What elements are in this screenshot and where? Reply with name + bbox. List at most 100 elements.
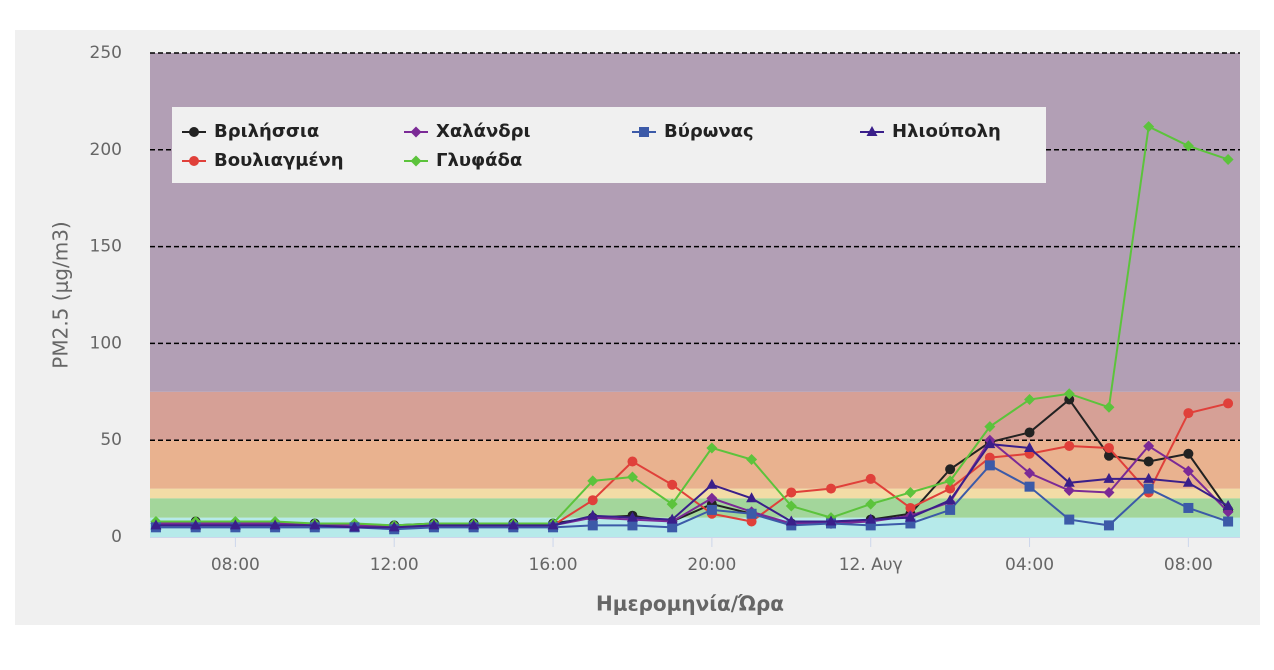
y-tick-label: 150 [90, 237, 122, 257]
point [1143, 456, 1154, 467]
x-tick-label: 12:00 [370, 555, 419, 575]
point [865, 513, 877, 524]
point [1103, 472, 1115, 483]
legend-label: Βύρωνας [664, 121, 754, 142]
legend-label: Βουλιαγμένη [214, 150, 344, 171]
point [627, 520, 638, 531]
point [945, 504, 956, 515]
point [1064, 514, 1075, 525]
point [269, 519, 281, 530]
legend-marker [639, 127, 649, 137]
point [468, 519, 480, 530]
point [507, 519, 519, 530]
point [626, 471, 638, 483]
point [1103, 486, 1115, 498]
point [1143, 440, 1155, 452]
legend-label: Ηλιούπολη [892, 121, 1001, 142]
point [1143, 483, 1154, 494]
point [1063, 388, 1075, 400]
point [1063, 485, 1075, 497]
point [1183, 448, 1194, 459]
point [1182, 476, 1194, 487]
point [945, 483, 956, 494]
point [1222, 153, 1234, 165]
point [1103, 442, 1114, 453]
point [1182, 140, 1194, 152]
series-line [155, 443, 1229, 529]
point [944, 494, 956, 505]
point [944, 475, 956, 487]
point [1183, 408, 1194, 419]
plot-band [150, 53, 1240, 392]
y-tick-label: 250 [90, 43, 122, 63]
x-axis-title: Ημερομηνία/Ώρα [596, 592, 784, 616]
point [666, 498, 678, 510]
legend-item: Γλυφάδα [404, 150, 522, 171]
point [547, 519, 559, 530]
point [746, 492, 758, 503]
legend-marker [410, 126, 422, 138]
point [348, 521, 360, 532]
point [1143, 121, 1155, 133]
point [1024, 427, 1035, 438]
point [984, 421, 996, 433]
point [1222, 500, 1234, 511]
point [786, 487, 797, 498]
legend-item: Ηλιούπολη [860, 121, 1001, 142]
point [150, 519, 162, 530]
point [1063, 476, 1075, 487]
point [984, 438, 996, 449]
y-tick-label: 50 [100, 430, 122, 450]
legend-box [172, 107, 1046, 183]
y-tick-label: 100 [90, 333, 122, 353]
point [865, 520, 876, 531]
legend-label: Βριλήσσια [214, 121, 319, 142]
point [865, 498, 877, 510]
legend-item: Βριλήσσια [182, 121, 319, 142]
y-tick-label: 0 [111, 527, 122, 547]
point [1024, 441, 1036, 452]
x-tick-label: 08:00 [211, 555, 260, 575]
point [1024, 394, 1036, 406]
point [309, 519, 321, 530]
point [746, 508, 757, 519]
point [905, 518, 916, 529]
point [706, 442, 718, 454]
point [667, 479, 678, 490]
point [1183, 502, 1194, 513]
point [388, 521, 400, 532]
point [190, 519, 202, 530]
legend-marker [410, 155, 422, 167]
plot-band [150, 391, 1240, 441]
point [1103, 401, 1115, 413]
point [587, 509, 599, 520]
x-tick-label: 04:00 [1005, 555, 1054, 575]
plot-band [150, 488, 1240, 499]
y-tick-label: 200 [90, 140, 122, 160]
x-tick-label: 12. Αυγ [839, 555, 903, 575]
series [150, 438, 1234, 532]
legend-item: Χαλάνδρι [404, 121, 531, 142]
point [706, 492, 718, 504]
legend-marker [189, 156, 199, 166]
x-tick-label: 20:00 [687, 555, 736, 575]
point [229, 519, 241, 530]
x-tick-label: 08:00 [1164, 555, 1213, 575]
point [587, 495, 598, 506]
legend-label: Γλυφάδα [436, 150, 522, 171]
plot-band [150, 517, 1240, 537]
point [1024, 467, 1036, 479]
point [1223, 398, 1234, 409]
point [785, 500, 797, 512]
point [984, 460, 995, 471]
point [428, 519, 440, 530]
point [1064, 394, 1075, 405]
point [1103, 450, 1114, 461]
legend-item: Βουλιαγμένη [182, 150, 344, 171]
point [1223, 516, 1234, 527]
point [1064, 441, 1075, 452]
point [706, 504, 717, 515]
point [1024, 481, 1035, 492]
point [666, 513, 678, 524]
x-tick-label: 16:00 [529, 555, 578, 575]
